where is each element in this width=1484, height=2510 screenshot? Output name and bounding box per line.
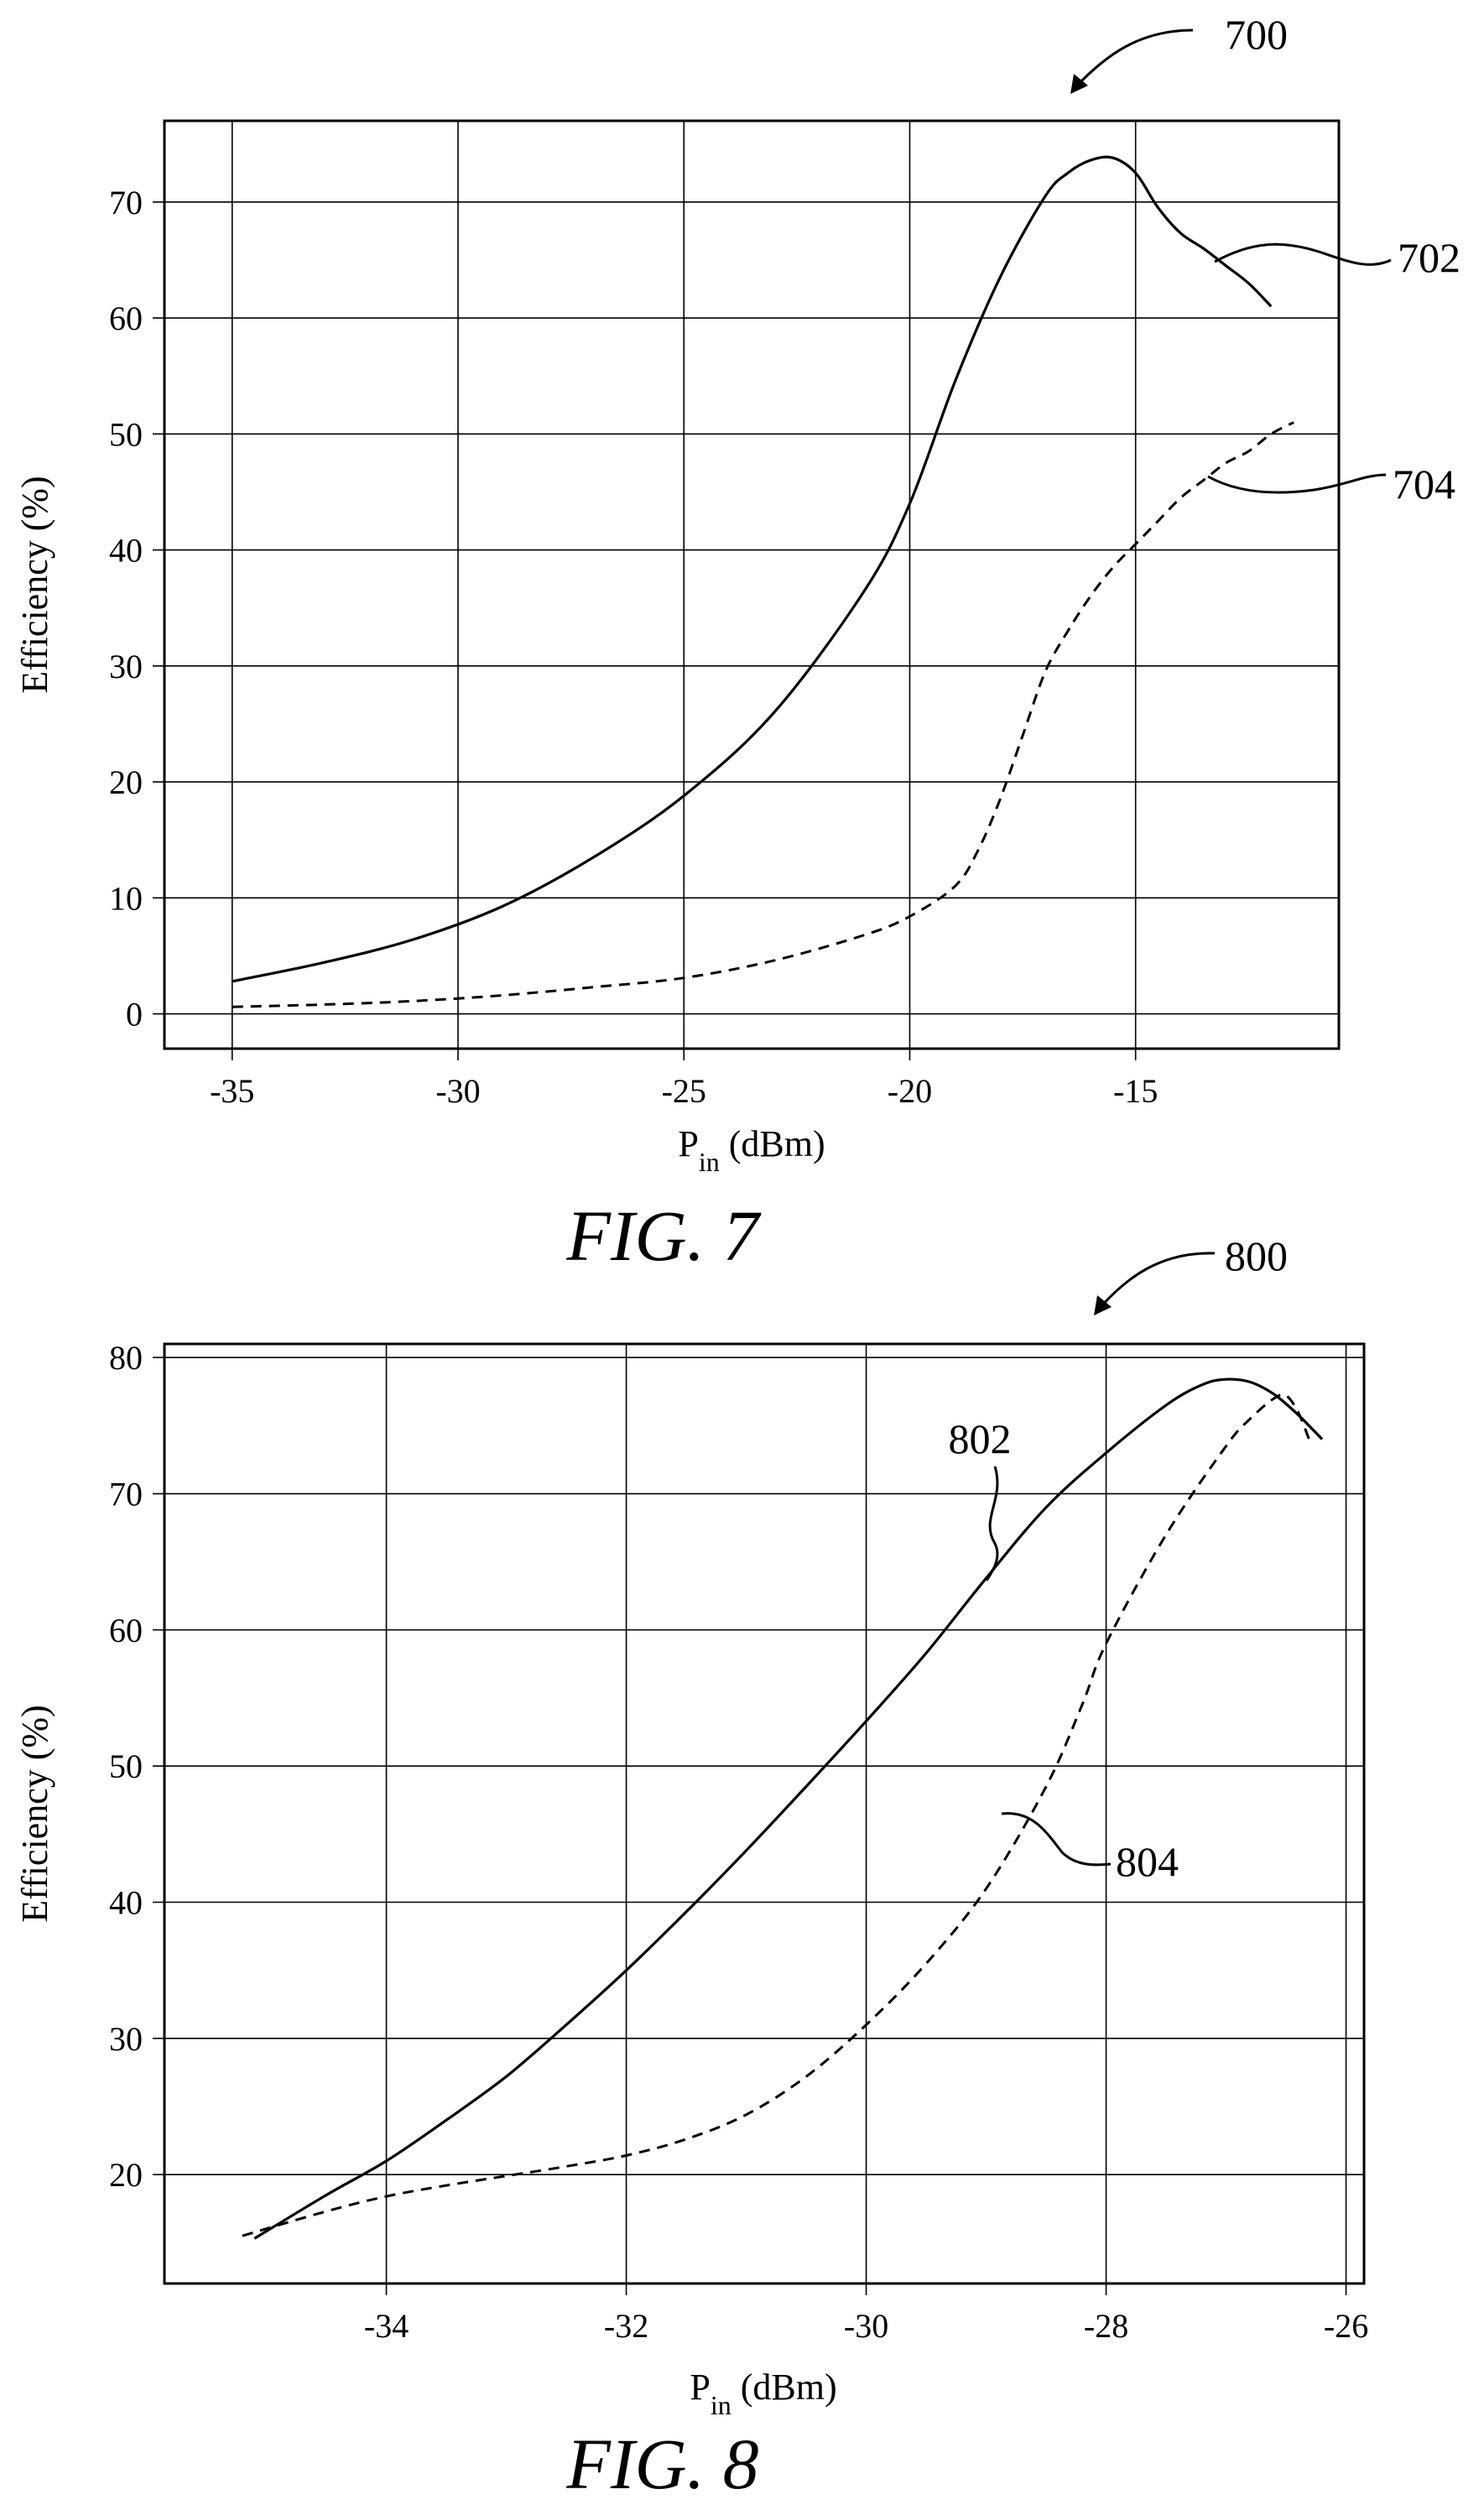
figure-7-x-tick-label: -25: [662, 1072, 706, 1110]
figure-7-y-ticks: 0 10 20 30 40 50 60 70: [109, 184, 143, 1034]
figure-8-y-axis-title: Efficiency (%): [14, 1705, 55, 1922]
figure-7-x-ticks: -35 -30 -25 -20 -15: [210, 1072, 1158, 1110]
figure-7-y-tick-label: 70: [109, 184, 143, 221]
figure-7-x-axis-title: Pin (dBm): [678, 1123, 825, 1177]
figure-8-x-tick-label: -30: [844, 2307, 888, 2345]
figure-8-x-tick-label: -28: [1084, 2307, 1128, 2345]
figure-7-series-704-leader: [1207, 473, 1387, 494]
figure-8-y-tick-label: 70: [109, 1476, 143, 1513]
figure-7-number-arrow: [1074, 29, 1194, 89]
figure-8-series-804-leader: [1001, 1812, 1112, 1867]
figure-7-series-702-line: [232, 155, 1273, 983]
figure-7-series-702-label: 702: [1398, 234, 1461, 281]
figure-7-x-tick-label: -15: [1113, 1072, 1158, 1110]
figure-8-y-tick-label: 50: [109, 1747, 143, 1785]
figure-7: 700 -35 -30 -25 -20 -15 0 10 20 30 40 50 60 70 Pin …: [14, 11, 1461, 1276]
figure-8-x-tick-label: -26: [1324, 2307, 1368, 2345]
figure-8-series-802-leader: [985, 1466, 999, 1581]
figure-8-series-802-line: [253, 1377, 1324, 2240]
figure-8-y-ticks: 20 30 40 50 60 70 80: [109, 1339, 143, 2194]
figure-7-x-tick-label: -35: [210, 1072, 254, 1110]
figure-8-number-arrow: [1097, 1252, 1216, 1310]
figure-7-x-tick-label: -30: [435, 1072, 480, 1110]
figure-8-x-tick-label: -32: [604, 2307, 648, 2345]
figure-8-caption: FIG. 8: [565, 2424, 758, 2504]
figure-7-series: [232, 155, 1294, 1008]
figure-8-grid: [153, 1344, 1364, 2295]
figure-7-caption: FIG. 7: [565, 1195, 761, 1276]
figure-8-series-804-label: 804: [1116, 1838, 1179, 1885]
figure-7-y-tick-label: 30: [109, 648, 143, 685]
figure-7-y-tick-label: 50: [109, 415, 143, 453]
figure-8-series-802-label: 802: [949, 1415, 1012, 1462]
figure-8-number-arrowhead: [1094, 1295, 1112, 1315]
figure-8-x-ticks: -34 -32 -30 -28 -26: [364, 2307, 1368, 2345]
figure-7-y-tick-label: 0: [126, 996, 143, 1034]
figure-7-series-704-line: [232, 421, 1294, 1008]
figure-8-y-tick-label: 20: [109, 2156, 143, 2194]
figure-8-series: [242, 1377, 1324, 2240]
figure-7-y-tick-label: 60: [109, 299, 143, 337]
figure-7-grid: [153, 121, 1339, 1060]
figure-7-y-tick-label: 20: [109, 763, 143, 801]
figure-8-x-tick-label: -34: [364, 2307, 409, 2345]
figure-8-y-tick-label: 60: [109, 1612, 143, 1649]
figure-8-plot-frame: [163, 1342, 1366, 2285]
figure-7-series-704-label: 704: [1393, 461, 1455, 508]
figure-8-y-tick-label: 30: [109, 2020, 143, 2058]
figure-7-number-arrowhead: [1070, 74, 1088, 94]
figure-8-number: 800: [1225, 1232, 1288, 1279]
figure-8-series-804-line: [242, 1393, 1312, 2237]
figure-7-plot-frame: [163, 119, 1341, 1050]
figure-7-y-axis-title: Efficiency (%): [14, 476, 55, 693]
figure-8-y-tick-label: 80: [109, 1339, 143, 1377]
figure-7-x-tick-label: -20: [888, 1072, 932, 1110]
figure-7-series-702-leader: [1214, 242, 1392, 266]
figure-7-y-tick-label: 40: [109, 532, 143, 570]
figure-8: 800 -34 -32 -30 -28 -26 20 30 40 50 60 70 80 Pin (…: [14, 1232, 1368, 2504]
figure-7-number: 700: [1225, 11, 1288, 58]
figure-8-x-axis-title: Pin (dBm): [690, 2367, 836, 2420]
figure-8-y-tick-label: 40: [109, 1884, 143, 1922]
figure-7-y-tick-label: 10: [109, 879, 143, 917]
